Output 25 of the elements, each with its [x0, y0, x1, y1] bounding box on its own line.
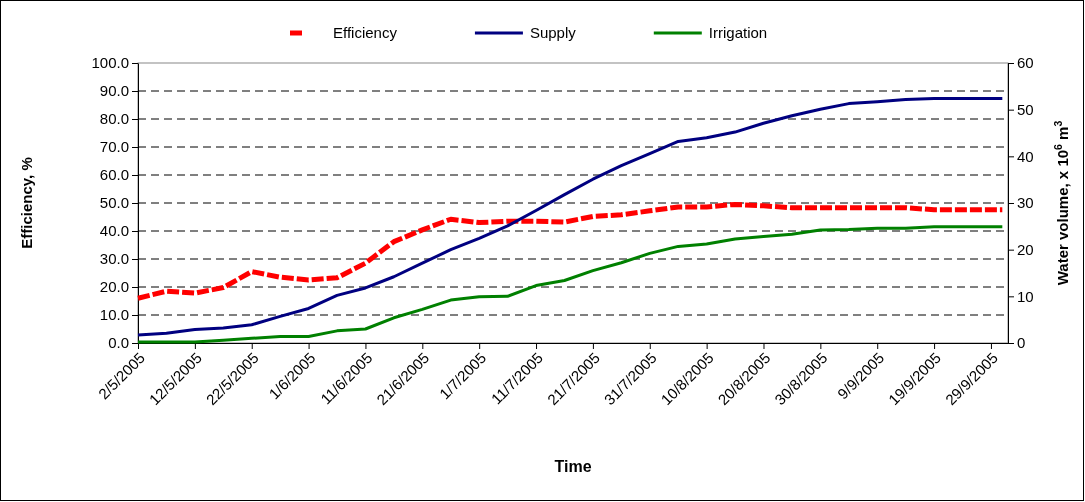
legend-label: Supply [529, 24, 577, 41]
y-tick-label: 10.0 [99, 306, 129, 324]
y2-tick-label: 30 [1017, 194, 1034, 212]
legend-label: Irrigation [708, 24, 768, 41]
y2-tick-label: 0 [1017, 334, 1026, 352]
line-series [136, 96, 1004, 337]
y-axis-title: Efficiency, % [18, 157, 35, 249]
y-tick-label: 100.0 [91, 54, 129, 72]
y-tick-label: 80.0 [99, 110, 129, 128]
line-series [136, 225, 1004, 344]
y-tick-label: 0.0 [108, 334, 129, 352]
y2-tick-label: 10 [1017, 287, 1034, 305]
y2-tick-label: 60 [1017, 54, 1034, 72]
y-tick-label: 50.0 [99, 194, 129, 212]
y-tick-label: 30.0 [99, 250, 129, 268]
y-tick-label: 40.0 [99, 222, 129, 240]
y-tick-label: 20.0 [99, 278, 129, 296]
y-tick-label: 70.0 [99, 138, 129, 156]
x-axis-title: Time [554, 458, 592, 475]
y-tick-label: 90.0 [99, 82, 129, 100]
y2-tick-label: 50 [1017, 100, 1034, 118]
legend-label: Efficiency [333, 24, 398, 41]
y2-tick-label: 20 [1017, 240, 1034, 258]
y-tick-label: 60.0 [99, 166, 129, 184]
y2-tick-label: 40 [1017, 147, 1034, 165]
